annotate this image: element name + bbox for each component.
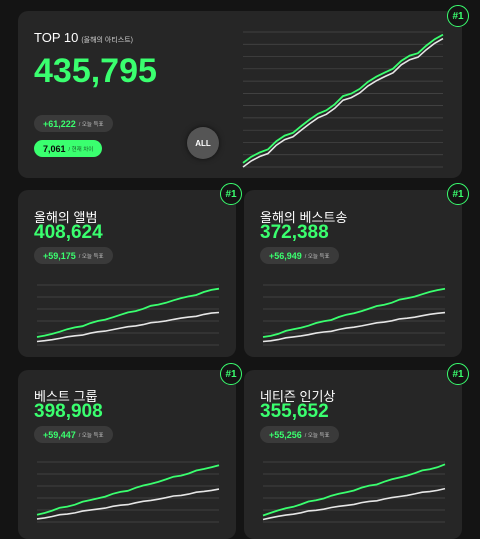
all-button[interactable]: ALL (187, 127, 219, 159)
category-card-bestsong[interactable] (244, 190, 462, 357)
card-votes: 355,652 (260, 401, 329, 422)
gap-pill: 7,061/ 현재 차이 (34, 140, 103, 157)
today-delta-label: / 오늘 득표 (304, 432, 330, 439)
today-delta: +59,175 (43, 250, 76, 261)
today-delta-pill: +55,256/ 오늘 득표 (260, 426, 339, 443)
rank-badge: #1 (220, 183, 242, 205)
rank-badge: #1 (220, 363, 242, 385)
today-delta-pill: +61,222/ 오늘 득표 (34, 115, 113, 132)
series-line-first (262, 463, 446, 517)
top-trend-chart (242, 31, 444, 168)
series-line-first (36, 287, 220, 338)
category-card-album[interactable] (18, 190, 236, 357)
today-delta: +61,222 (43, 118, 76, 129)
card-title: TOP 10 (올해의 아티스트) (34, 30, 133, 45)
today-delta: +56,949 (269, 250, 302, 261)
title-subtitle: (올해의 아티스트) (81, 37, 134, 44)
today-delta-pill: +59,447/ 오늘 득표 (34, 426, 113, 443)
today-delta-pill: +59,175/ 오늘 득표 (34, 247, 113, 264)
series-line-second (262, 487, 446, 521)
card-votes: 398,908 (34, 401, 103, 422)
gap-label: / 현재 차이 (68, 146, 94, 153)
today-delta: +55,256 (269, 429, 302, 440)
category-card-netizen[interactable] (244, 370, 462, 539)
card-title: 올해의 베스트송 (260, 210, 348, 225)
card-trend-chart (36, 284, 220, 346)
card-votes: 408,624 (34, 222, 103, 243)
today-delta-label: / 오늘 득표 (78, 253, 104, 260)
card-title: 올해의 앨범 (34, 210, 98, 225)
rank-badge: #1 (447, 363, 469, 385)
series-line-second (36, 488, 220, 520)
series-line-first (36, 464, 220, 516)
total-votes: 435,795 (34, 52, 157, 90)
card-title: 네티즌 인기상 (260, 389, 336, 404)
card-votes: 372,388 (260, 222, 329, 243)
today-delta-label: / 오늘 득표 (78, 432, 104, 439)
today-delta: +59,447 (43, 429, 76, 440)
series-line-second (242, 37, 444, 168)
title-text: TOP 10 (34, 30, 79, 45)
rank-badge: #1 (447, 183, 469, 205)
series-line-first (242, 33, 444, 164)
card-title: 베스트 그룹 (34, 389, 98, 404)
card-trend-chart (262, 284, 446, 346)
gap-value: 7,061 (43, 143, 66, 154)
series-line-second (262, 311, 446, 343)
category-card-bestgroup[interactable] (18, 370, 236, 539)
card-trend-chart (262, 461, 446, 523)
today-delta-label: / 오늘 득표 (78, 121, 104, 128)
series-line-second (36, 311, 220, 343)
today-delta-label: / 오늘 득표 (304, 253, 330, 260)
card-trend-chart (36, 461, 220, 523)
rank-badge: #1 (447, 5, 469, 27)
series-line-first (262, 287, 446, 338)
today-delta-pill: +56,949/ 오늘 득표 (260, 247, 339, 264)
